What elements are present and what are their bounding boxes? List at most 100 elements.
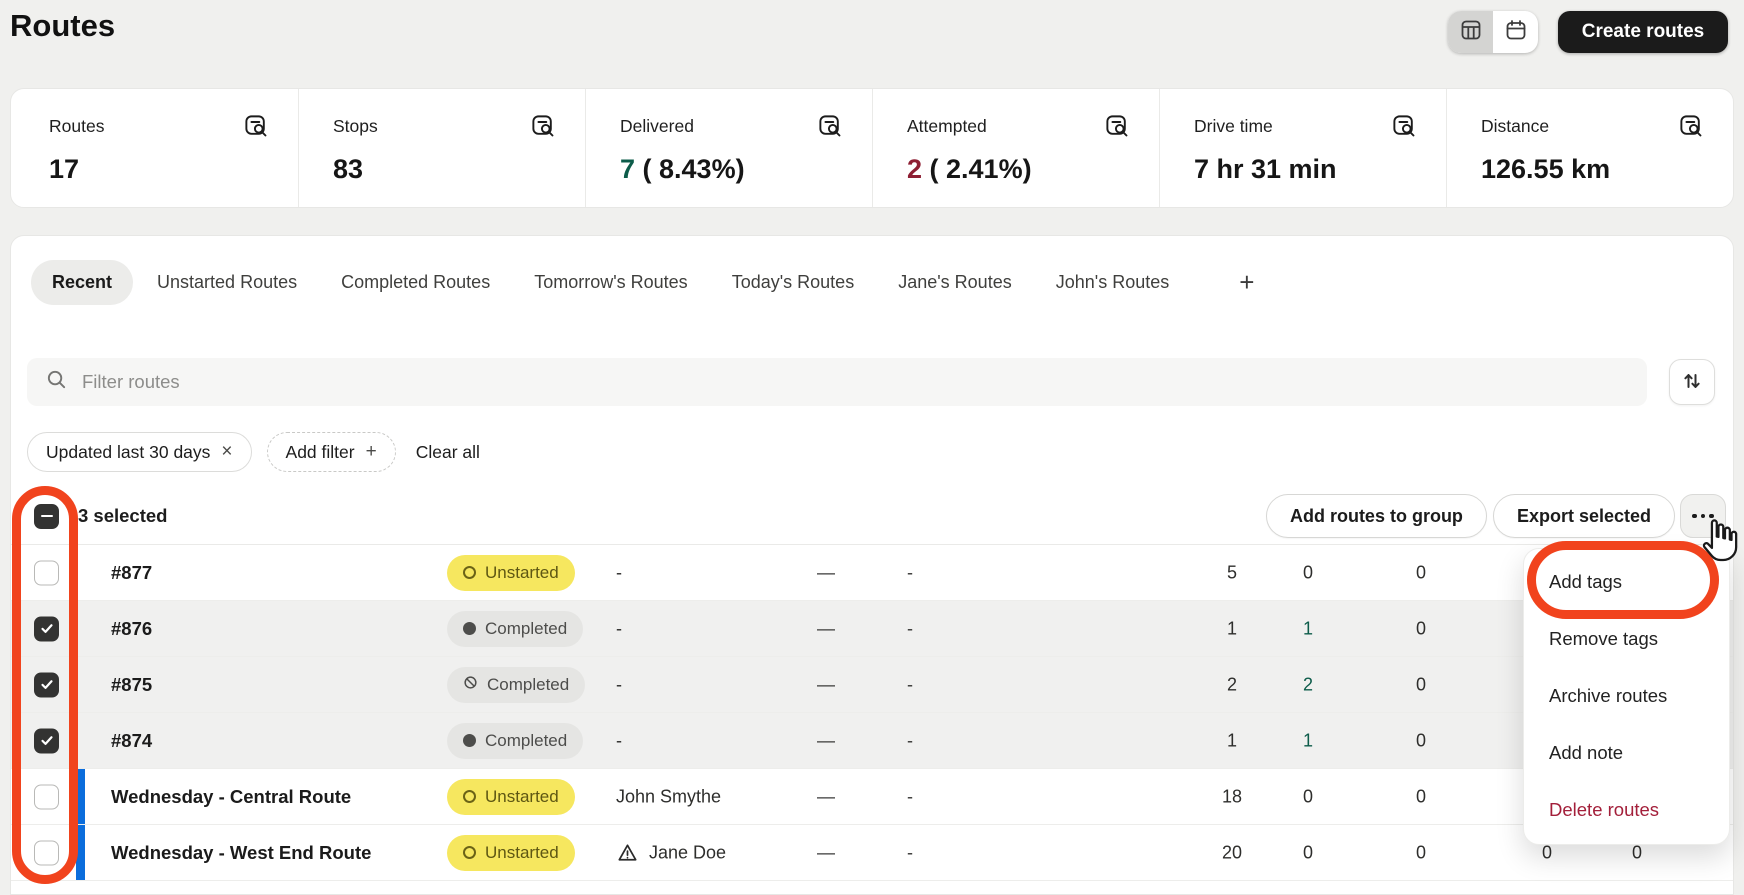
more-actions-button[interactable]: [1680, 494, 1726, 538]
add-routes-to-group-button[interactable]: Add routes to group: [1265, 494, 1487, 538]
clear-all-button[interactable]: Clear all: [415, 441, 480, 462]
table-view-icon: [1459, 18, 1483, 47]
stats-summary: Routes 17 Stops 83 Delivered 7 ( 8.43%) …: [10, 88, 1734, 208]
view-toggle[interactable]: [1448, 11, 1538, 53]
count-cell: 0: [1415, 730, 1426, 750]
count-cell: 1: [1226, 730, 1237, 750]
list-search-icon[interactable]: [530, 113, 557, 140]
add-tab-button[interactable]: +: [1239, 267, 1255, 297]
more-actions-menu: Add tags Remove tags Archive routes Add …: [1523, 548, 1730, 845]
selected-count-label: 3 selected: [78, 505, 168, 526]
sort-button[interactable]: [1669, 359, 1715, 405]
stat-delivered: Delivered 7 ( 8.43%): [585, 89, 872, 207]
stat-value: 126.55 km: [1481, 154, 1611, 184]
route-name: #875: [111, 673, 153, 695]
empty-value-cell: -: [907, 562, 913, 582]
table-row[interactable]: Wednesday - Central Route Unstarted John…: [11, 769, 1733, 825]
stat-value: 17: [49, 154, 80, 184]
count-cell: 1: [1302, 730, 1313, 750]
stat-value: 7 hr 31 min: [1194, 154, 1337, 184]
driver-cell: Jane Doe: [616, 841, 726, 864]
stat-routes: Routes 17: [11, 89, 298, 207]
empty-dash-cell: —: [817, 842, 835, 862]
stat-attempted: Attempted 2 ( 2.41%): [872, 89, 1159, 207]
empty-value-cell: -: [907, 786, 913, 806]
empty-dash-cell: —: [817, 786, 835, 806]
empty-dash-cell: —: [817, 730, 835, 750]
menu-item-add-note[interactable]: Add note: [1549, 741, 1624, 763]
count-cell: 0: [1302, 562, 1313, 582]
row-checkbox[interactable]: [34, 784, 59, 809]
stat-value: 2 ( 2.41%): [907, 154, 1032, 184]
tab-recent[interactable]: Recent: [31, 259, 134, 305]
tab-johns-routes[interactable]: John's Routes: [1055, 271, 1170, 292]
row-checkbox[interactable]: [34, 840, 59, 865]
count-cell: 1: [1226, 618, 1237, 638]
menu-item-remove-tags[interactable]: Remove tags: [1549, 627, 1658, 649]
empty-value-cell: -: [907, 730, 913, 750]
empty-value-cell: -: [907, 674, 913, 694]
count-cell: 0: [1302, 842, 1313, 862]
select-all-checkbox[interactable]: [34, 503, 59, 529]
routes-table: #877 Unstarted - — - 5 0 0 #876 Complete…: [11, 545, 1733, 881]
menu-item-add-tags[interactable]: Add tags: [1549, 570, 1623, 592]
tab-unstarted-routes[interactable]: Unstarted Routes: [157, 271, 298, 292]
add-filter-label: Add filter: [285, 441, 355, 462]
empty-value-cell: -: [907, 842, 913, 862]
tab-completed-routes[interactable]: Completed Routes: [341, 271, 491, 292]
create-routes-button[interactable]: Create routes: [1558, 11, 1728, 53]
tab-todays-routes[interactable]: Today's Routes: [731, 271, 855, 292]
table-row[interactable]: #874 Completed - — - 1 1 0: [11, 713, 1733, 769]
driver-cell: -: [616, 618, 622, 638]
filter-chip-updated-last-30-days[interactable]: Updated last 30 days ×: [27, 432, 252, 472]
count-cell: 0: [1415, 786, 1426, 806]
list-search-icon[interactable]: [1104, 113, 1131, 140]
stat-label: Delivered: [620, 116, 694, 136]
menu-item-delete-routes[interactable]: Delete routes: [1549, 798, 1660, 820]
table-row[interactable]: #876 Completed - — - 1 1 0: [11, 601, 1733, 657]
list-search-icon[interactable]: [1678, 113, 1705, 140]
status-badge: Completed: [447, 722, 584, 759]
table-row[interactable]: #877 Unstarted - — - 5 0 0: [11, 545, 1733, 601]
row-checkbox[interactable]: [34, 560, 59, 585]
calendar-view-button[interactable]: [1493, 11, 1538, 53]
list-search-icon[interactable]: [817, 113, 844, 140]
list-search-icon[interactable]: [243, 113, 270, 140]
route-name: Wednesday - West End Route: [111, 841, 372, 863]
route-name: #876: [111, 617, 153, 639]
table-row[interactable]: #875 Completed - — - 2 2 0: [11, 657, 1733, 713]
row-checkbox[interactable]: [34, 728, 59, 753]
stat-label: Attempted: [907, 116, 987, 136]
search-icon: [45, 368, 68, 396]
menu-item-archive-routes[interactable]: Archive routes: [1549, 684, 1668, 706]
stat-drive-time: Drive time 7 hr 31 min: [1159, 89, 1446, 207]
warning-icon: [616, 841, 639, 864]
count-cell: 0: [1415, 674, 1426, 694]
plus-icon: +: [365, 441, 377, 462]
list-search-icon[interactable]: [1391, 113, 1418, 140]
driver-cell: -: [616, 562, 622, 582]
row-checkbox[interactable]: [34, 672, 59, 697]
route-name: #877: [111, 561, 153, 583]
table-view-button[interactable]: [1448, 11, 1493, 53]
row-checkbox[interactable]: [34, 616, 59, 641]
export-selected-button[interactable]: Export selected: [1492, 494, 1675, 538]
route-color-stripe: [76, 825, 85, 880]
add-filter-button[interactable]: Add filter +: [266, 432, 396, 472]
tab-janes-routes[interactable]: Jane's Routes: [898, 271, 1012, 292]
empty-value-cell: -: [907, 618, 913, 638]
tab-tomorrows-routes[interactable]: Tomorrow's Routes: [534, 271, 688, 292]
stat-label: Routes: [49, 116, 105, 136]
stat-label: Distance: [1481, 116, 1550, 136]
stat-stops: Stops 83: [298, 89, 585, 207]
count-cell: 18: [1221, 786, 1243, 806]
status-badge: Unstarted: [447, 778, 575, 815]
selection-toolbar: 3 selected Add routes to group Export se…: [11, 488, 1733, 545]
filter-routes-input[interactable]: Filter routes: [27, 358, 1647, 406]
remove-filter-icon[interactable]: ×: [221, 441, 233, 462]
route-color-stripe: [76, 769, 85, 824]
table-row[interactable]: Wednesday - West End Route Unstarted Jan…: [11, 825, 1733, 881]
count-cell: 0: [1415, 842, 1426, 862]
count-cell: 0: [1415, 618, 1426, 638]
active-filters-row: Updated last 30 days × Add filter + Clea…: [27, 432, 1733, 472]
